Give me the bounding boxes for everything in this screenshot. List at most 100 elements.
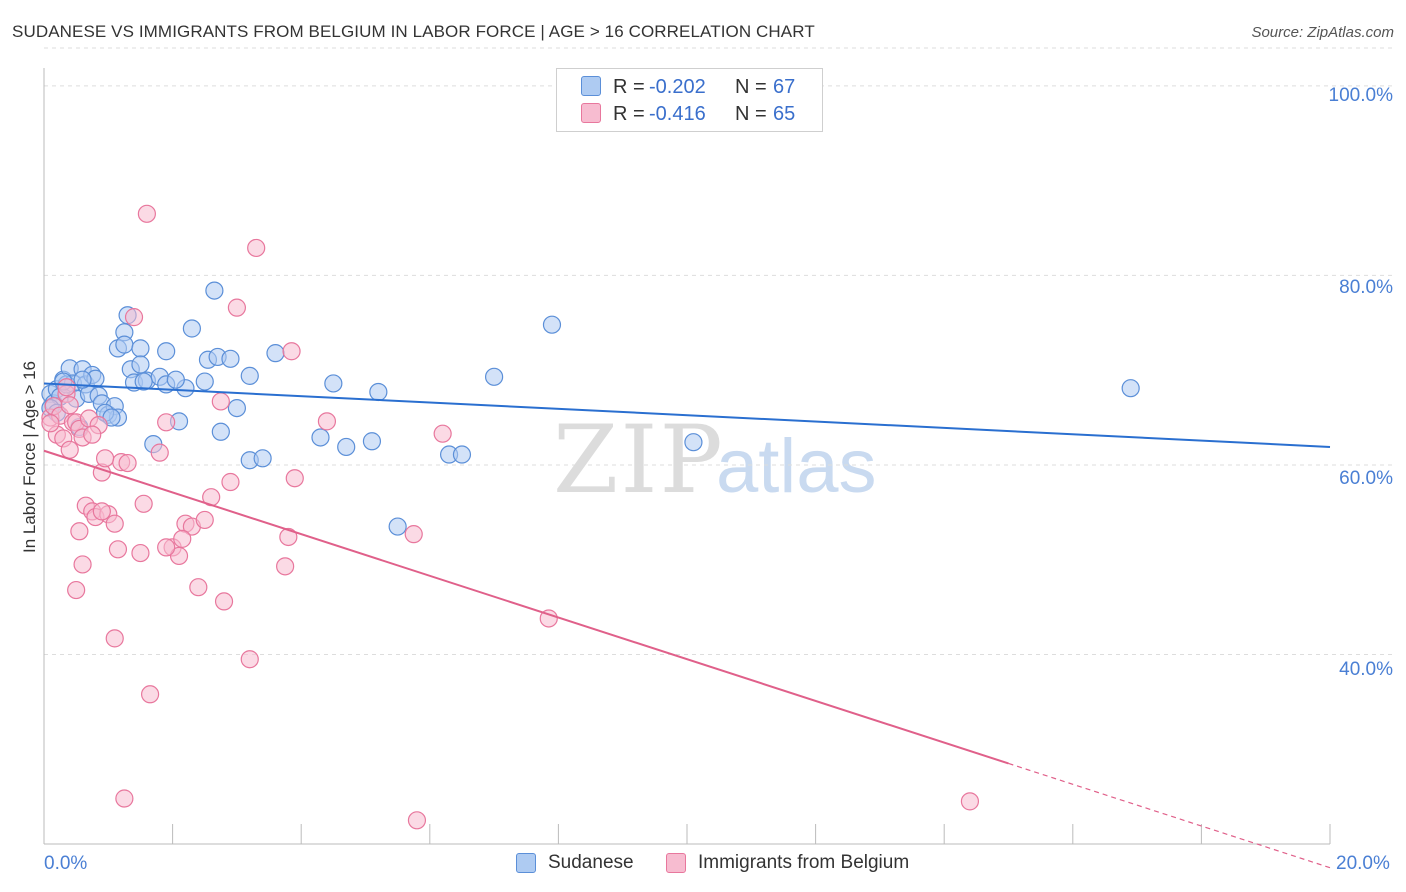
y-tick-label: 100.0% [1328, 85, 1393, 106]
data-point [311, 428, 330, 447]
legend-swatch-blue [581, 76, 601, 96]
data-point [211, 392, 230, 411]
r-value: -0.202 [649, 76, 706, 98]
data-point [134, 372, 153, 391]
data-point [960, 792, 980, 811]
data-point [227, 298, 246, 317]
data-point [247, 238, 266, 258]
data-point [684, 433, 703, 452]
data-point [221, 349, 240, 368]
data-point [131, 543, 150, 563]
data-point [404, 525, 423, 544]
data-point [485, 367, 504, 386]
data-point [317, 412, 337, 431]
n-label: N = [735, 76, 767, 98]
data-point [115, 789, 134, 808]
data-point [166, 370, 185, 389]
data-point [1121, 379, 1140, 398]
data-point [73, 555, 92, 574]
data-point [279, 527, 298, 547]
data-point [369, 382, 388, 402]
data-point [83, 425, 102, 444]
axes [43, 68, 1331, 845]
source-label: Source: ZipAtlas.com [1251, 24, 1394, 41]
r-label: R = [613, 103, 645, 125]
n-value: 65 [773, 103, 796, 125]
belgium-trend-extension [1008, 762, 1331, 869]
watermark-zip: ZIP [553, 406, 725, 515]
legend-label: Sudanese [548, 852, 634, 873]
data-point [131, 355, 150, 374]
x-tick-label-min: 0.0% [44, 853, 88, 874]
data-point [221, 472, 240, 492]
data-point [195, 372, 214, 391]
data-point [337, 437, 356, 457]
data-point [539, 609, 558, 628]
data-point [282, 342, 301, 361]
data-point [266, 344, 285, 363]
correlation-legend: R = -0.202 N = 67 R = -0.416 N = 65 [556, 68, 823, 132]
watermark-atlas: atlas [716, 424, 877, 509]
data-point [105, 514, 124, 533]
data-point [276, 557, 295, 576]
legend-swatch-pink [666, 853, 686, 873]
legend-swatch-pink [581, 103, 601, 123]
data-point [205, 281, 224, 300]
data-point [211, 422, 230, 441]
data-point [150, 443, 169, 462]
r-value: -0.416 [649, 103, 706, 125]
data-point [362, 432, 382, 451]
data-point [131, 339, 150, 358]
data-point [157, 342, 176, 361]
chart-title: SUDANESE VS IMMIGRANTS FROM BELGIUM IN L… [12, 22, 815, 41]
legend-label: Immigrants from Belgium [698, 852, 910, 873]
data-point [70, 522, 89, 541]
data-point [227, 398, 246, 418]
data-point [118, 453, 137, 473]
legend-swatch-blue [516, 853, 536, 873]
belgium-trend-line [43, 449, 1009, 765]
data-point [134, 494, 153, 513]
data-point [60, 396, 79, 415]
data-point [542, 315, 562, 334]
data-point [240, 366, 259, 385]
n-value: 67 [773, 76, 796, 98]
data-point [41, 414, 60, 433]
data-point [182, 319, 201, 338]
data-point [285, 469, 304, 488]
grid-lines [44, 47, 1392, 655]
data-point [173, 529, 192, 548]
data-point [324, 374, 343, 393]
belgium-points [41, 204, 980, 830]
data-point [140, 685, 160, 704]
data-point [452, 445, 472, 464]
data-point [388, 517, 407, 536]
y-tick-label: 60.0% [1339, 468, 1393, 489]
data-point [137, 204, 156, 223]
data-point [73, 370, 92, 389]
sudanese-trend-line [43, 382, 1331, 448]
data-point [105, 629, 124, 648]
data-point [124, 308, 144, 327]
y-tick-label: 80.0% [1339, 277, 1393, 298]
data-point [95, 449, 115, 468]
data-point [157, 413, 176, 432]
data-point [195, 510, 214, 530]
data-point [407, 811, 427, 830]
data-point [92, 502, 111, 521]
data-point [57, 378, 76, 397]
data-point [115, 335, 134, 354]
data-point [157, 538, 176, 557]
data-point [108, 540, 128, 559]
n-label: N = [735, 103, 767, 125]
data-point [169, 546, 189, 566]
trend-lines [43, 382, 1331, 869]
r-label: R = [613, 76, 645, 98]
data-point [67, 580, 86, 600]
data-point [189, 578, 208, 597]
x-tick-label-max: 20.0% [1336, 853, 1390, 874]
data-point [240, 650, 259, 669]
y-tick-label: 40.0% [1339, 659, 1393, 680]
data-point [433, 424, 452, 443]
